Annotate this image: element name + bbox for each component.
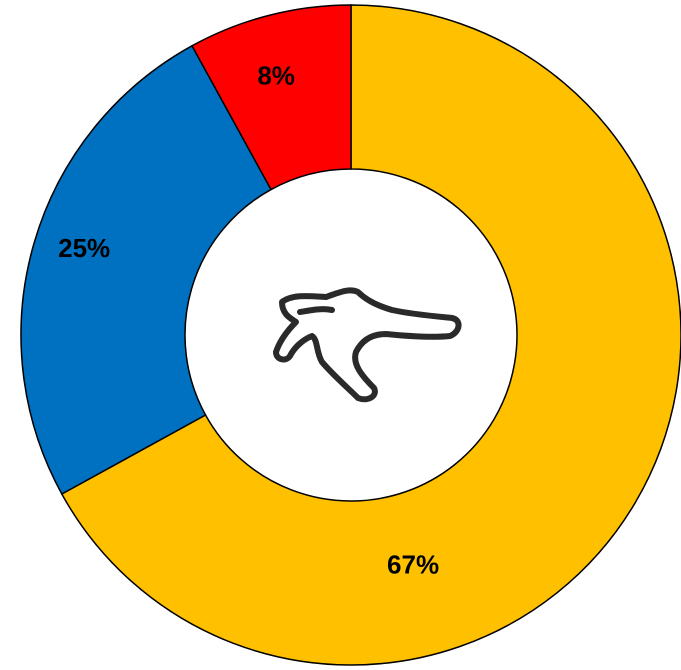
slices bbox=[20, 4, 681, 666]
labels: 67% 25% 8% bbox=[58, 61, 439, 580]
data-label: 67% bbox=[387, 550, 439, 580]
data-label: 8% bbox=[257, 61, 295, 91]
body-outline-icon bbox=[273, 287, 462, 403]
data-label: 25% bbox=[58, 233, 110, 263]
donut-slice bbox=[20, 44, 273, 495]
donut-slice bbox=[60, 4, 681, 666]
donut-slice bbox=[191, 4, 352, 191]
